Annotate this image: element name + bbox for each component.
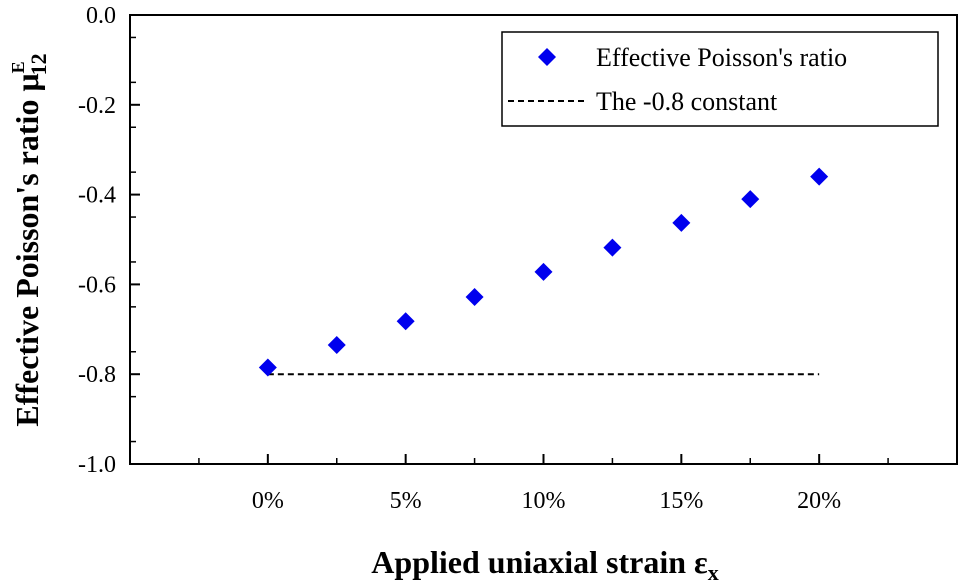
- y-tick-label: 0.0: [86, 3, 116, 29]
- series-layer: [258, 167, 829, 377]
- legend-marker-diamond: [538, 48, 556, 66]
- data-point: [603, 238, 622, 257]
- x-tick-label: 5%: [390, 488, 422, 514]
- y-axis-ticks: 0.0 -0.2 -0.4 -0.6 -0.8 -1.0: [78, 3, 140, 478]
- legend-label-effective: Effective Poisson's ratio: [596, 43, 847, 72]
- x-axis-title-subscript: x: [708, 560, 719, 585]
- data-point: [810, 167, 829, 186]
- y-axis-title-subscript: 12: [26, 53, 51, 75]
- y-axis-title-main: Effective Poisson's ratio μ: [9, 73, 45, 426]
- data-point: [258, 358, 277, 377]
- y-tick-label: -0.2: [78, 93, 116, 119]
- x-tick-label: 10%: [522, 488, 566, 514]
- data-point: [396, 312, 415, 331]
- x-axis-title-main: Applied uniaxial strain ε: [371, 544, 708, 580]
- y-axis-title-superscript: E: [8, 61, 28, 73]
- data-point: [534, 262, 553, 281]
- data-point: [741, 190, 760, 209]
- legend: Effective Poisson's ratio The -0.8 consta…: [501, 31, 939, 127]
- legend-label-constant: The -0.8 constant: [596, 87, 778, 116]
- data-point: [327, 336, 346, 355]
- y-axis-title: Effective Poisson's ratio μE12: [8, 53, 51, 426]
- data-point: [465, 287, 484, 306]
- x-tick-label: 20%: [797, 488, 841, 514]
- y-tick-label: -0.4: [78, 183, 116, 209]
- x-tick-label: 0%: [252, 488, 284, 514]
- y-tick-label: -0.6: [78, 272, 116, 298]
- x-axis-title: Applied uniaxial strain εx: [371, 544, 718, 585]
- x-axis-ticks: 0% 5% 10% 15% 20%: [198, 454, 889, 514]
- y-tick-label: -0.8: [78, 362, 116, 388]
- x-tick-label: 15%: [659, 488, 703, 514]
- y-tick-label: -1.0: [78, 452, 116, 478]
- legend-box: [501, 31, 939, 127]
- data-point: [672, 213, 691, 232]
